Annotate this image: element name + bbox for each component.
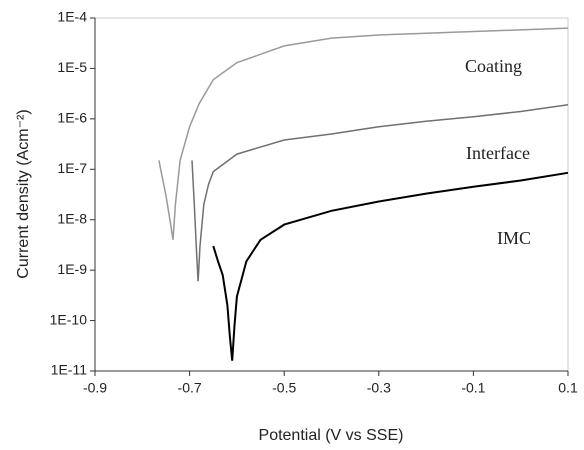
x-tick-label: -0.1	[461, 380, 485, 396]
y-tick-label: 1E-7	[57, 160, 87, 176]
x-axis-label: Potential (V vs SSE)	[259, 427, 404, 444]
x-tick-label: -0.5	[272, 380, 296, 396]
series-line	[212, 171, 569, 361]
x-tick-label: -0.7	[178, 380, 202, 396]
x-tick-label: -0.3	[367, 380, 391, 396]
series-label: Coating	[465, 56, 522, 76]
y-tick-label: 1E-5	[57, 59, 87, 75]
y-tick-label: 1E-10	[50, 311, 88, 327]
y-axis-label: Current density (Acm⁻²)	[15, 109, 32, 278]
y-tick-label: 1E-11	[51, 362, 88, 378]
series-line	[158, 27, 569, 240]
x-tick-label: 0.1	[558, 380, 578, 396]
y-tick-label: 1E-4	[57, 9, 87, 25]
x-tick-label: -0.9	[83, 380, 107, 396]
y-tick-label: 1E-6	[57, 110, 87, 126]
series-label: Interface	[466, 143, 530, 163]
series-line	[191, 104, 569, 282]
y-tick-label: 1E-8	[57, 210, 87, 226]
y-tick-label: 1E-9	[57, 261, 87, 277]
series-label: IMC	[497, 228, 531, 248]
